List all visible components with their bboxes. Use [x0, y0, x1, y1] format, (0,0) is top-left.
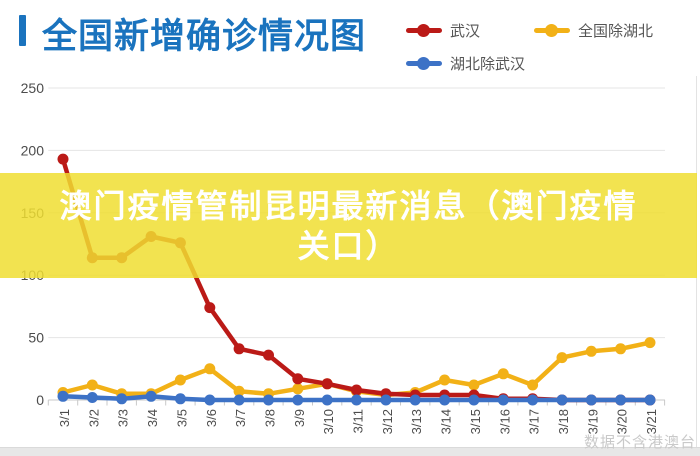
- legend-line-dot-icon: [534, 24, 570, 37]
- x-axis-label: 3/12: [380, 409, 395, 434]
- data-point: [380, 394, 392, 406]
- x-axis-label: 3/13: [409, 409, 424, 434]
- data-point: [145, 390, 157, 402]
- data-point: [292, 373, 304, 385]
- chart-header: 全国新增确诊情况图 武汉 全国除湖北湖北除武汉: [0, 0, 700, 76]
- data-point: [292, 394, 304, 406]
- x-axis-label: 3/14: [439, 409, 454, 434]
- data-point: [204, 363, 216, 375]
- data-point: [233, 385, 245, 397]
- data-point: [321, 394, 333, 406]
- x-axis-label: 3/17: [527, 409, 542, 434]
- legend-item-wuhan[interactable]: 武汉: [406, 20, 534, 41]
- y-axis-label: 0: [36, 392, 44, 408]
- data-point: [585, 345, 597, 357]
- data-point: [497, 394, 509, 406]
- y-axis-label: 250: [21, 80, 45, 96]
- x-axis-label: 3/9: [292, 409, 307, 427]
- data-point: [86, 392, 98, 403]
- y-axis-label: 50: [28, 330, 44, 346]
- x-axis-label: 3/11: [351, 409, 366, 433]
- data-point: [644, 337, 656, 349]
- legend-label: 湖北除武汉: [450, 56, 526, 73]
- data-point: [615, 343, 627, 355]
- title-accent-bar-icon: [19, 15, 26, 46]
- x-axis-label: 3/8: [263, 409, 278, 427]
- data-point: [174, 393, 186, 405]
- chart-legend: 武汉 全国除湖北湖北除武汉: [406, 14, 696, 80]
- data-point: [439, 374, 451, 386]
- data-point: [292, 383, 304, 395]
- data-point: [57, 390, 69, 402]
- data-point: [351, 394, 362, 406]
- x-axis-label: 3/16: [497, 409, 512, 434]
- data-point: [527, 394, 539, 406]
- data-point: [439, 394, 451, 406]
- data-point: [556, 352, 568, 364]
- data-point: [263, 394, 274, 406]
- data-point: [321, 378, 333, 390]
- x-axis-label: 3/7: [233, 409, 248, 427]
- data-point: [233, 343, 245, 355]
- legend-line-dot-icon: [406, 24, 442, 37]
- overlay-title-line1: 澳门疫情管制昆明最新消息（澳门疫情: [59, 187, 638, 224]
- data-point: [86, 379, 98, 391]
- data-point: [585, 394, 597, 406]
- x-axis-label: 3/18: [556, 409, 571, 434]
- legend-label: 武汉: [450, 23, 481, 40]
- data-point: [468, 394, 480, 406]
- data-point: [556, 394, 568, 406]
- overlay-title-line2: 关口）: [297, 227, 400, 264]
- x-axis-label: 3/1: [57, 409, 72, 427]
- x-axis-label: 3/21: [644, 409, 659, 434]
- x-axis-label: 3/10: [321, 409, 336, 434]
- data-point: [57, 153, 69, 165]
- legend-item-national-ex-hubei[interactable]: 全国除湖北: [534, 20, 696, 41]
- x-axis-label: 3/3: [116, 409, 131, 427]
- footer-strip: [0, 447, 700, 456]
- y-axis-label: 200: [21, 142, 45, 158]
- data-point: [468, 379, 480, 391]
- data-point: [644, 394, 656, 406]
- x-axis-label: 3/5: [174, 409, 189, 427]
- data-point: [174, 374, 186, 386]
- overlay-banner: 澳门疫情管制昆明最新消息（澳门疫情 关口）: [0, 173, 697, 278]
- x-axis-label: 3/15: [468, 409, 483, 434]
- data-point: [497, 368, 509, 380]
- x-axis-label: 3/2: [86, 409, 101, 427]
- x-axis-label: 3/6: [204, 409, 219, 427]
- data-point: [409, 394, 421, 406]
- data-point: [116, 393, 128, 405]
- data-point: [204, 394, 216, 406]
- x-axis-label: 3/4: [145, 409, 160, 427]
- page-title: 全国新增确诊情况图: [42, 17, 367, 56]
- data-point: [204, 302, 216, 314]
- data-point: [233, 394, 245, 406]
- legend-line-dot-icon: [406, 57, 442, 70]
- data-point: [615, 394, 627, 406]
- legend-label: 全国除湖北: [578, 23, 654, 40]
- data-point: [351, 384, 362, 396]
- data-point: [263, 349, 274, 361]
- watermark-text: 数据不含港澳台: [583, 434, 696, 451]
- data-point: [527, 379, 539, 391]
- x-axis-label: 3/20: [615, 409, 630, 434]
- legend-item-hubei-ex-wuhan[interactable]: 湖北除武汉: [406, 53, 534, 74]
- x-axis-label: 3/19: [585, 409, 600, 434]
